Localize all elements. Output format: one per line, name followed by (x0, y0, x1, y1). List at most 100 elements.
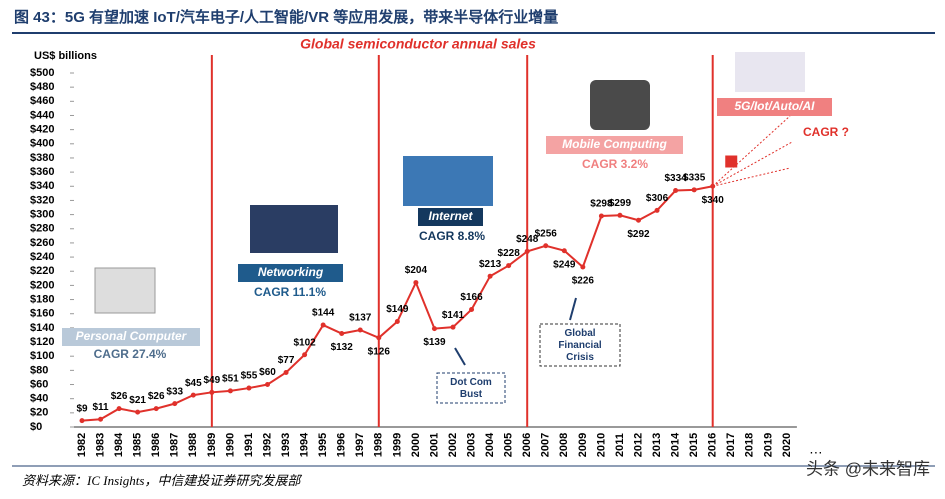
value-label: $33 (166, 386, 183, 397)
value-label: $11 (92, 402, 109, 413)
value-label: $51 (222, 374, 239, 385)
x-tick-label: 1996 (336, 433, 348, 457)
forecast-arrow (712, 167, 791, 187)
x-tick-label: 1987 (169, 433, 181, 457)
value-label: $226 (572, 276, 595, 287)
pc-icon (94, 267, 156, 314)
point (543, 243, 549, 249)
point (710, 183, 716, 189)
x-tick-label: 2013 (651, 433, 663, 457)
value-label: $249 (553, 259, 576, 270)
point (227, 388, 233, 394)
point (673, 188, 679, 194)
point (246, 385, 252, 391)
value-label: $139 (423, 337, 446, 348)
point (450, 324, 456, 330)
x-tick-label: 1998 (373, 433, 385, 457)
point (376, 335, 382, 341)
value-label: $292 (627, 229, 650, 240)
point (561, 248, 567, 254)
x-tick-label: 1986 (150, 433, 162, 457)
y-tick-label: $320 (30, 194, 54, 206)
y-tick-label: $80 (30, 364, 48, 376)
point (153, 406, 159, 412)
point (431, 326, 437, 332)
x-tick-label: 2014 (670, 432, 682, 457)
point (506, 263, 512, 269)
x-tick-label: 2018 (744, 433, 756, 457)
point (98, 416, 104, 422)
x-tick-label: 1994 (299, 432, 311, 457)
y-tick-label: $0 (30, 421, 42, 433)
x-tick-label: 1985 (132, 433, 144, 457)
page-title: 图 43：5G 有望加速 IoT/汽车电子/人工智能/VR 等应用发展，带来半导… (14, 8, 558, 26)
era-box (418, 208, 483, 226)
value-label: $141 (442, 310, 465, 321)
value-label: $306 (646, 193, 669, 204)
point (394, 319, 400, 325)
x-tick-label: 2019 (762, 433, 774, 457)
x-tick-label: 2016 (707, 433, 719, 457)
value-label: $60 (259, 367, 276, 378)
point (617, 212, 623, 218)
y-tick-label: $220 (30, 265, 54, 277)
era-box (238, 264, 343, 282)
x-tick-label: 2008 (558, 433, 570, 457)
point (116, 406, 122, 412)
y-tick-label: $280 (30, 223, 54, 235)
point (339, 331, 345, 337)
point (302, 352, 308, 358)
value-label: $26 (111, 391, 128, 402)
x-tick-label: 1990 (224, 433, 236, 457)
value-label: $49 (204, 375, 221, 386)
x-tick-label: 1992 (261, 433, 273, 457)
point (598, 213, 604, 219)
value-label: $126 (368, 346, 391, 357)
value-label: $149 (386, 304, 409, 315)
value-label: $77 (278, 355, 295, 366)
y-tick-label: $180 (30, 293, 54, 305)
era-cagr: CAGR 3.2% (582, 157, 648, 171)
x-tick-label: 1991 (243, 433, 255, 457)
forecast-marker (725, 155, 738, 168)
y-tick-label: $400 (30, 138, 54, 150)
point (357, 327, 363, 333)
x-tick-label: 2007 (540, 433, 552, 457)
value-label: $166 (460, 292, 483, 303)
y-tick-label: $460 (30, 95, 54, 107)
value-label: $132 (331, 342, 354, 353)
point (691, 187, 697, 193)
value-label: $228 (498, 248, 521, 259)
point (283, 369, 289, 375)
y-axis-label: US$ billions (34, 50, 97, 62)
value-label: $334 (664, 173, 687, 184)
era-label: Networking (258, 265, 324, 279)
y-tick-label: $340 (30, 180, 54, 192)
x-tick-label: 2012 (632, 433, 644, 457)
x-tick-label: 1983 (94, 433, 106, 457)
point (413, 280, 419, 286)
x-tick-label: 1988 (187, 433, 199, 457)
era-label: 5G/Iot/Auto/AI (735, 99, 816, 113)
value-label: $45 (185, 378, 202, 389)
point (172, 401, 178, 407)
value-label: $340 (702, 195, 725, 206)
y-tick-label: $240 (30, 251, 54, 263)
x-tick-label: 2003 (465, 433, 477, 457)
point (135, 409, 141, 415)
value-label: $137 (349, 313, 372, 324)
era-label: Mobile Computing (562, 137, 667, 151)
x-tick-label: 2005 (503, 433, 515, 457)
point (636, 217, 641, 223)
x-tick-label: 2002 (447, 433, 459, 457)
point (320, 322, 326, 328)
era-cagr: CAGR 11.1% (254, 285, 326, 299)
event-box (539, 323, 621, 367)
network-icon (250, 205, 338, 253)
era-box (546, 136, 683, 154)
x-more: … (809, 441, 823, 457)
chart-title: Global semiconductor annual sales (300, 36, 536, 52)
era-cagr: CAGR 27.4% (94, 347, 167, 361)
x-tick-label: 2006 (521, 433, 533, 457)
